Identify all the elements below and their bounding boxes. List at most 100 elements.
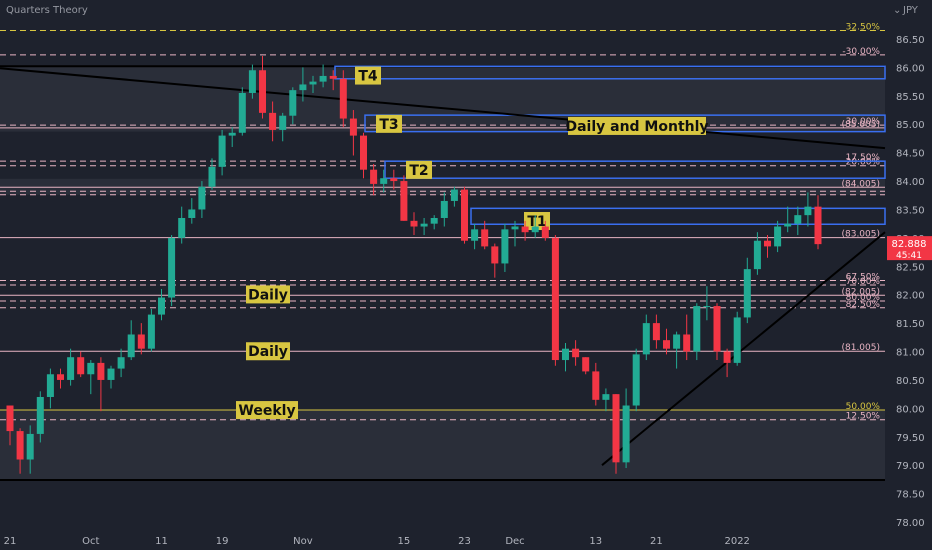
candle-body bbox=[461, 189, 468, 241]
level-label: (82.005) bbox=[841, 287, 880, 297]
target-zone-label: T2 bbox=[409, 163, 428, 179]
candle bbox=[430, 215, 438, 230]
candle bbox=[228, 127, 236, 147]
candle-body bbox=[279, 115, 287, 130]
candle bbox=[400, 175, 408, 221]
candle-body bbox=[77, 357, 85, 375]
candle-body bbox=[551, 237, 559, 361]
candle-body bbox=[6, 405, 14, 432]
level-label: 20.00% bbox=[846, 158, 881, 168]
candle-body bbox=[764, 240, 771, 247]
candle bbox=[602, 388, 610, 412]
candle-body bbox=[673, 334, 681, 349]
candle-body bbox=[168, 237, 176, 298]
time-tick-label: 23 bbox=[458, 536, 471, 547]
candle bbox=[683, 314, 691, 361]
candle-body bbox=[521, 226, 529, 233]
price-tick-label: 84.00 bbox=[896, 177, 925, 188]
candle-body bbox=[652, 323, 660, 341]
candle-body bbox=[370, 169, 378, 184]
countdown-timer: 45:41 bbox=[896, 251, 922, 261]
candle bbox=[349, 110, 357, 156]
candle-body bbox=[501, 229, 509, 264]
candle bbox=[713, 303, 721, 361]
candle bbox=[491, 243, 499, 278]
annotation-label: Weekly bbox=[238, 403, 295, 419]
candle bbox=[319, 64, 327, 88]
candle bbox=[774, 220, 782, 253]
annotation-label-bg bbox=[246, 342, 290, 361]
candle-body bbox=[602, 394, 610, 400]
time-tick-label: 21 bbox=[650, 536, 663, 547]
time-tick-label: Dec bbox=[505, 536, 524, 547]
candle-body bbox=[491, 246, 499, 264]
candle bbox=[652, 314, 660, 349]
candle-body bbox=[137, 334, 145, 349]
time-tick-label: 21 bbox=[4, 536, 17, 547]
time-tick-label: 2022 bbox=[724, 536, 749, 547]
candle bbox=[572, 340, 580, 366]
level-label: 30.00% bbox=[846, 117, 881, 127]
level-label: 17.50% bbox=[846, 153, 881, 163]
candle-body bbox=[248, 70, 256, 93]
candle-body bbox=[57, 374, 64, 380]
candle bbox=[26, 425, 34, 474]
candle-body bbox=[511, 226, 519, 230]
last-price-badge bbox=[887, 236, 932, 261]
price-tick-label: 80.00 bbox=[896, 404, 925, 415]
candle-body bbox=[481, 229, 489, 247]
candle-body bbox=[178, 217, 186, 238]
candle bbox=[440, 192, 448, 227]
target-zone-label-bg bbox=[524, 212, 550, 231]
candle bbox=[511, 220, 519, 247]
candle-body bbox=[107, 368, 115, 380]
target-zone-label: T1 bbox=[527, 214, 546, 230]
chevron-down-icon[interactable]: ⌄ bbox=[893, 5, 901, 16]
candle-body bbox=[582, 357, 590, 372]
price-tick-label: 80.50 bbox=[896, 376, 925, 387]
price-tick-label: 81.50 bbox=[896, 319, 925, 330]
candle bbox=[420, 217, 428, 236]
band-lower bbox=[0, 410, 885, 480]
candle-body bbox=[198, 186, 206, 210]
price-tick-label: 82.00 bbox=[896, 291, 925, 302]
candle-body bbox=[632, 354, 640, 406]
candle bbox=[248, 64, 256, 99]
candle-body bbox=[117, 357, 125, 369]
price-tick-label: 79.00 bbox=[896, 461, 925, 472]
price-tick-label: 85.00 bbox=[896, 120, 925, 131]
candle-body bbox=[218, 135, 226, 167]
candle bbox=[269, 101, 277, 142]
last-price-value: 82.888 bbox=[892, 239, 927, 250]
candle bbox=[339, 70, 347, 128]
candle bbox=[370, 164, 378, 196]
candle-body bbox=[329, 75, 337, 79]
candle bbox=[501, 223, 509, 272]
candle bbox=[168, 235, 176, 307]
candle bbox=[582, 357, 590, 375]
candle-body bbox=[319, 75, 327, 82]
candle bbox=[410, 212, 418, 236]
candle bbox=[380, 169, 388, 193]
candle-body bbox=[450, 189, 458, 201]
candle-body bbox=[642, 323, 650, 355]
candle-body bbox=[703, 306, 711, 308]
candle bbox=[127, 320, 135, 361]
target-zone-label: T3 bbox=[379, 117, 398, 133]
candle-body bbox=[158, 297, 165, 315]
target-zone bbox=[334, 65, 886, 80]
candle-body bbox=[127, 334, 135, 358]
candle bbox=[390, 169, 398, 190]
candle bbox=[814, 195, 822, 250]
candle bbox=[764, 235, 771, 258]
candle-body bbox=[390, 178, 398, 182]
candle bbox=[794, 206, 802, 236]
candle bbox=[693, 303, 701, 361]
candle bbox=[784, 206, 792, 233]
candle-body bbox=[400, 181, 408, 221]
candle bbox=[562, 343, 569, 372]
candle-body bbox=[46, 374, 54, 397]
level-label: 82.50% bbox=[846, 300, 881, 310]
level-label: (81.005) bbox=[841, 343, 880, 353]
